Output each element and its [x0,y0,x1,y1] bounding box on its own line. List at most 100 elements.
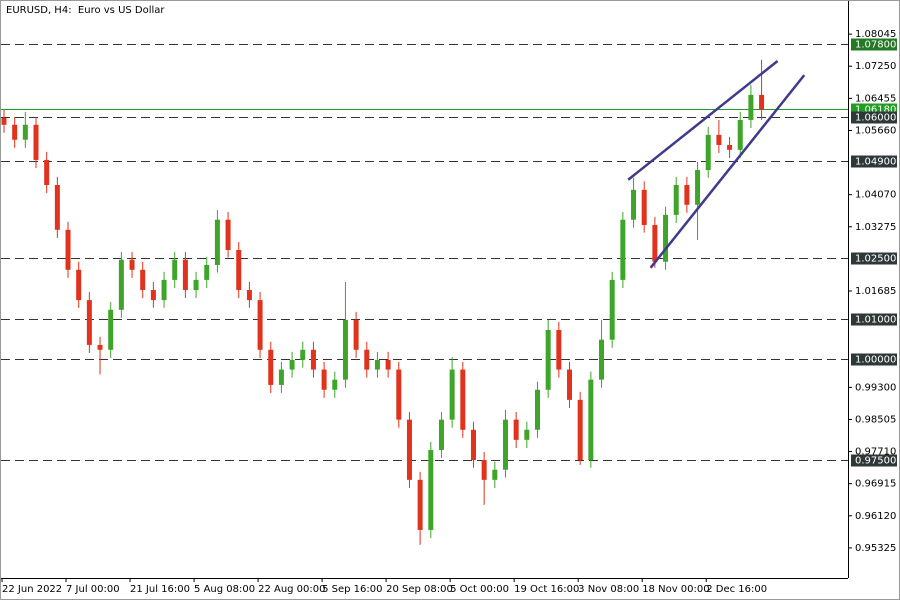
y-tick-label: 1.05660 [855,125,896,136]
y-tick-label: 1.06455 [855,93,896,104]
candle-body [417,479,423,530]
level-label-box [851,252,897,265]
candle-body [460,369,466,430]
candle-body [97,344,103,350]
x-tick-label: 18 Nov 00:00 [642,584,709,595]
candle-body [86,300,92,345]
candle-body [12,124,18,140]
candle-body [556,329,562,370]
candle-body [748,94,754,120]
candle-body [289,359,295,370]
y-tick-label: 1.03275 [855,222,896,233]
candle-body [204,264,210,280]
y-tick-label: 1.04070 [855,190,896,201]
y-tick-label: 0.95325 [855,543,896,554]
level-label: 1.04900 [855,157,896,168]
y-tick-label: 0.96120 [855,511,896,522]
candle-body [310,349,316,370]
level-label-box [851,353,897,366]
candle-body [44,159,50,185]
candle-body [374,359,380,370]
candle-body [364,349,370,370]
candle-body [332,379,338,390]
candle-body [150,290,156,301]
x-tick-label: 22 Jun 2022 [2,584,62,595]
candle-body [737,119,743,150]
candle-body [193,279,199,290]
candle-body [588,379,594,461]
candle-body [492,469,498,480]
candle-body [246,290,252,301]
candle-body [129,259,135,270]
candle-body [481,460,487,480]
candle-body [663,214,669,262]
bid-label: 1.06180 [855,105,896,116]
x-tick-label: 22 Aug 00:00 [258,584,325,595]
candle-body [300,349,306,360]
x-tick-label: 19 Oct 16:00 [514,584,579,595]
level-label-box [851,38,897,51]
level-label-box [851,313,897,326]
candle-body [470,429,476,461]
candle-body [727,144,733,150]
y-tick-label: 1.08045 [855,29,896,40]
x-tick-label: 3 Nov 08:00 [578,584,639,595]
candle-body [609,279,615,340]
candle-body [673,184,679,215]
y-tick-label: 1.07250 [855,61,896,72]
level-label-box [851,155,897,168]
chart-title: EURUSD, H4: Euro vs US Dollar [6,5,165,16]
level-label: 0.97500 [855,456,896,467]
candle-body [759,94,765,110]
candle-body [641,189,647,225]
candle-body [140,269,146,290]
x-tick-label: 5 Oct 00:00 [450,584,509,595]
candle-body [620,219,626,280]
y-tick-label: 0.96915 [855,479,896,490]
candle-body [695,170,701,205]
candle-body [524,429,530,440]
level-label: 1.06000 [855,113,896,124]
level-label-box [851,454,897,467]
level-label: 1.00000 [855,355,896,366]
x-tick-label: 5 Aug 08:00 [194,584,255,595]
y-tick-label: 0.98505 [855,414,896,425]
candle-body [172,259,178,280]
candle-body [236,250,242,290]
x-tick-label: 21 Jul 16:00 [130,584,190,595]
candle-body [716,134,722,145]
candle-body [161,279,167,301]
candle-body [76,269,82,301]
y-tick-label: 0.99300 [855,382,896,393]
candle-body [428,449,434,530]
x-tick-label: 5 Sep 16:00 [322,584,382,595]
y-tick-label: 1.01685 [855,286,896,297]
x-tick-label: 7 Jul 00:00 [66,584,120,595]
candle-body [65,229,71,270]
candle-body [54,184,60,230]
candle-body [705,134,711,171]
candle-body [545,329,551,390]
candle-body [631,189,637,220]
candle-body [342,319,348,380]
y-tick-label: 0.97710 [855,447,896,458]
candle-body [353,319,359,350]
candle-body [268,349,274,385]
candle-body [118,259,124,310]
candle-body [449,369,455,420]
level-label: 1.07800 [855,40,896,51]
candle-body [33,124,39,160]
candle-body [225,219,231,251]
level-label-box [851,111,897,124]
candle-body [22,124,28,140]
candle-body [108,309,114,350]
level-label: 1.01000 [855,315,896,326]
candle-body [321,369,327,390]
candle-body [567,369,573,400]
candle-body [257,300,263,350]
candle-body [182,259,188,290]
x-tick-label: 20 Sep 08:00 [386,584,453,595]
